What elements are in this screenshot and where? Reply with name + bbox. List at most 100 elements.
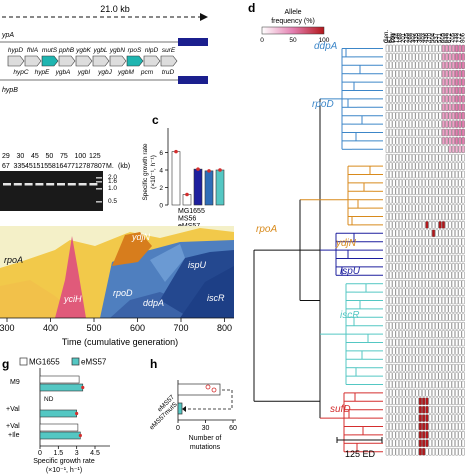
- heatmap-cell: [385, 263, 389, 271]
- heatmap-cell: [432, 372, 436, 380]
- col-header: 672: [447, 32, 453, 43]
- heatmap-cell: [389, 330, 393, 338]
- heatmap-cell: [389, 431, 393, 439]
- gel-band: [3, 183, 11, 186]
- heatmap-cell: [408, 246, 412, 254]
- heatmap-cell: [408, 414, 412, 422]
- heatmap-cell: [438, 364, 442, 372]
- col-header: 772: [457, 32, 463, 43]
- heatmap-cell: [428, 338, 432, 347]
- heatmap-cell: [455, 364, 459, 372]
- heatmap-cell: [441, 263, 445, 271]
- heatmap-cell: [451, 414, 455, 422]
- heatmap-cell: [392, 296, 396, 305]
- heatmap-cell: [455, 439, 459, 447]
- heatmap-cell: [461, 95, 465, 103]
- genome-length-label: 21.0 kb: [100, 4, 130, 14]
- heatmap-cell: [461, 196, 465, 204]
- heatmap-cell: [451, 364, 455, 372]
- c-ylabel-1: Specific growth rate: [142, 143, 149, 200]
- heatmap-cell: [422, 280, 426, 288]
- heatmap-cell: [435, 296, 439, 305]
- heatmap-cell: [412, 120, 416, 128]
- heatmap-cell: [455, 322, 459, 330]
- heatmap-cell: [418, 288, 422, 296]
- heatmap-cell: [441, 44, 445, 53]
- heatmap-cell: [455, 229, 459, 237]
- heatmap-cell: [432, 322, 436, 330]
- heatmap-cell: [451, 439, 455, 447]
- heatmap-cell: [395, 238, 399, 246]
- g-bar-ems57: [39, 383, 84, 392]
- heatmap-cell: [435, 330, 439, 338]
- heatmap-cell: [458, 322, 462, 330]
- heatmap-cell: [425, 439, 429, 447]
- heatmap-cell: [451, 246, 455, 254]
- heatmap-cell: [418, 187, 422, 195]
- heatmap-cell: [461, 431, 465, 439]
- heatmap-cell: [392, 78, 396, 86]
- heatmap-cell: [425, 355, 429, 363]
- panel-h: h eMS57 eMS57mutS 0 30 60 Number of mutati…: [148, 357, 237, 451]
- heatmap-cell: [415, 53, 419, 61]
- heatmap-cell: [451, 154, 455, 162]
- heatmap-cell: [445, 137, 449, 145]
- heatmap-cell: [412, 288, 416, 296]
- heatmap-cell: [418, 364, 422, 372]
- heatmap-cell: [445, 364, 449, 372]
- heatmap-cell: [392, 61, 396, 69]
- heatmap-cell: [425, 338, 429, 347]
- heatmap-cell: [428, 137, 432, 145]
- muller-xtick-label: 300: [0, 323, 15, 333]
- heatmap-cell: [389, 422, 393, 431]
- heatmap-cell: [441, 137, 445, 145]
- heatmap-cell: [438, 145, 442, 153]
- heatmap-cell: [392, 372, 396, 380]
- heatmap-cell: [451, 204, 455, 212]
- heatmap-cell: [425, 44, 429, 53]
- heatmap-cell: [385, 212, 389, 221]
- heatmap-cell: [441, 305, 445, 313]
- heatmap-cell: [451, 212, 455, 221]
- heatmap-cell: [425, 305, 429, 313]
- heatmap-cell: [438, 322, 442, 330]
- g-cond-val-ile-1: +Val: [6, 423, 20, 430]
- gel-size-label: 2.0: [108, 174, 117, 181]
- heatmap-cell: [438, 128, 442, 137]
- heatmap-cell: [432, 397, 436, 405]
- gel-panel: 29 30 45 50 75 100 125 67 335 451 515 581 647 712 787…: [0, 153, 130, 211]
- g-cond-val: +Val: [6, 406, 20, 413]
- heatmap-cell: [451, 61, 455, 69]
- gene-arrow: [58, 55, 76, 67]
- heatmap-cell: [438, 238, 442, 246]
- gene-label-top: ygbL: [92, 47, 107, 54]
- heatmap-cell: [448, 112, 452, 120]
- heatmap-cell: [422, 95, 426, 103]
- c-ytick-label: 4: [159, 168, 163, 175]
- heatmap-cell: [458, 338, 462, 347]
- heatmap-cell: [412, 296, 416, 305]
- heatmap-cell: [432, 296, 436, 305]
- heatmap-cell: [422, 422, 426, 431]
- heatmap-cell: [412, 338, 416, 347]
- heatmap-cell: [412, 154, 416, 162]
- heatmap-cell: [451, 313, 455, 321]
- heatmap-cell: [438, 439, 442, 447]
- heatmap-cell: [418, 229, 422, 237]
- heatmap-cell: [441, 95, 445, 103]
- g-legend-swatch-mg1655: [19, 357, 28, 366]
- heatmap-cell: [412, 330, 416, 338]
- heatmap-cell: [448, 229, 452, 237]
- gene-arrow: [41, 55, 59, 67]
- heatmap-cell: [425, 313, 429, 321]
- heatmap-cell: [448, 86, 452, 95]
- heatmap-cell: [422, 112, 426, 120]
- heatmap-cell: [392, 120, 396, 128]
- heatmap-cell: [432, 187, 436, 195]
- gene-arrow: [143, 55, 161, 67]
- heatmap-cell: [425, 246, 429, 254]
- heatmap-cell: [435, 422, 439, 431]
- heatmap-cell: [455, 162, 459, 170]
- heatmap-cell: [428, 271, 432, 279]
- heatmap-cell: [395, 61, 399, 69]
